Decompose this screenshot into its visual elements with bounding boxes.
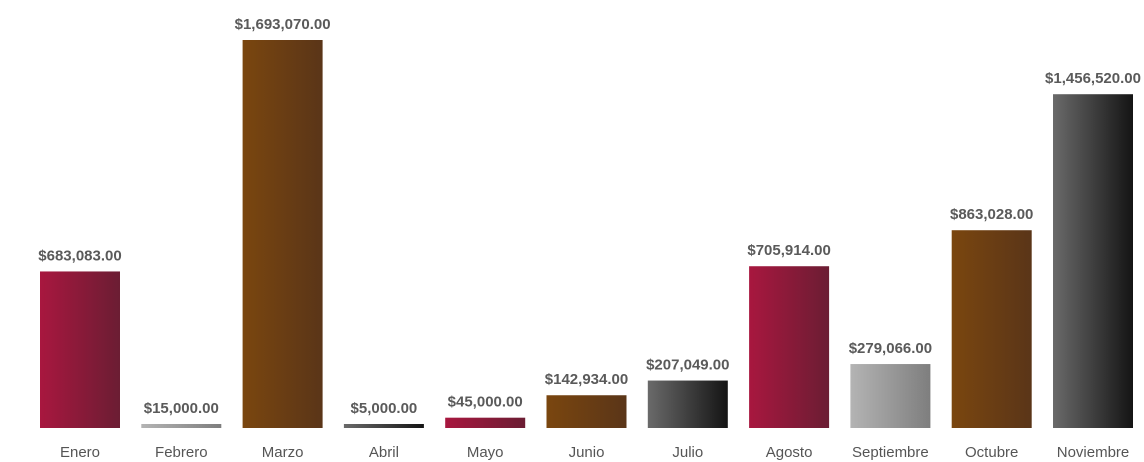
- category-label: Febrero: [155, 444, 208, 461]
- value-label: $863,028.00: [950, 206, 1033, 223]
- value-label: $207,049.00: [646, 357, 729, 374]
- value-label: $1,456,520.00: [1045, 70, 1141, 87]
- bar: [951, 230, 1032, 428]
- value-label: $5,000.00: [351, 400, 418, 417]
- value-label: $279,066.00: [849, 340, 932, 357]
- category-label: Mayo: [467, 444, 504, 461]
- bar: [749, 266, 830, 428]
- category-label: Marzo: [262, 444, 304, 461]
- category-label: Septiembre: [852, 444, 929, 461]
- category-label: Julio: [672, 444, 703, 461]
- value-label: $705,914.00: [747, 242, 830, 259]
- value-label: $142,934.00: [545, 371, 628, 388]
- bar: [1053, 94, 1133, 428]
- bar: [40, 271, 120, 428]
- category-label: Noviembre: [1057, 444, 1130, 461]
- category-label: Enero: [60, 444, 100, 461]
- value-label: $45,000.00: [448, 394, 523, 411]
- bar: [445, 417, 526, 428]
- bar: [546, 395, 627, 428]
- value-label: $1,693,070.00: [235, 16, 331, 33]
- category-label: Octubre: [965, 444, 1018, 461]
- category-label: Abril: [369, 444, 399, 461]
- bar: [850, 364, 931, 428]
- value-label: $683,083.00: [38, 247, 121, 264]
- category-label: Junio: [569, 444, 605, 461]
- bar: [647, 380, 728, 428]
- category-label: Agosto: [766, 444, 813, 461]
- bar: [343, 424, 424, 428]
- bar: [141, 424, 222, 428]
- value-label: $15,000.00: [144, 400, 219, 417]
- bar: [242, 40, 323, 428]
